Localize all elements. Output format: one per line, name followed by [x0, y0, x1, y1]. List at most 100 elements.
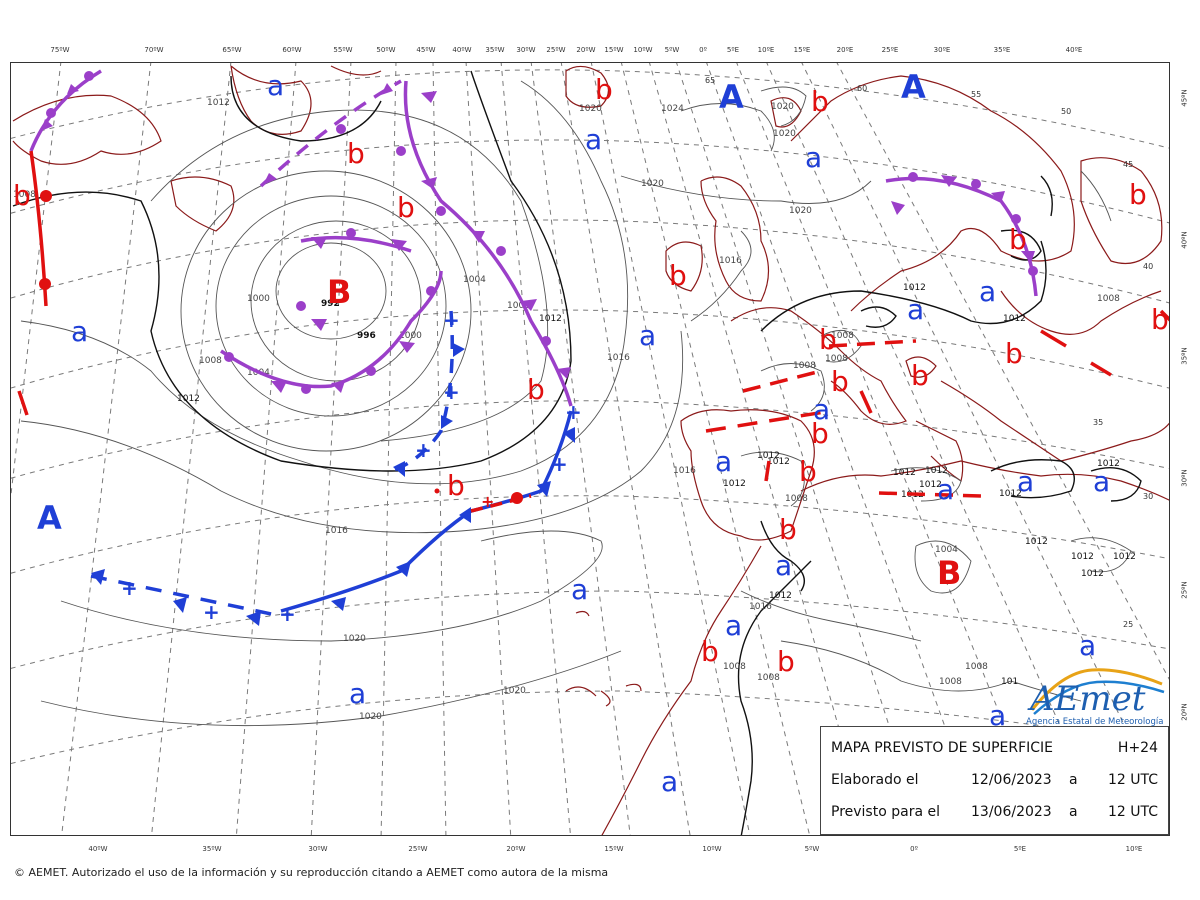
- svg-text:+: +: [481, 492, 494, 511]
- pressure-centers: A A A B B: [37, 68, 961, 592]
- lon-label: 10ºE: [1125, 845, 1143, 853]
- lon-label: 70ºW: [144, 46, 164, 54]
- coastlines: [12, 65, 1169, 835]
- relative-low: b: [669, 259, 687, 292]
- relative-low: b: [811, 417, 829, 450]
- isobar-label: 1008: [965, 662, 988, 672]
- cold-fronts: [90, 310, 573, 618]
- isobar-label: 1012: [177, 394, 200, 404]
- relative-high: a: [639, 319, 656, 352]
- valid-time: 12 UTC: [1107, 804, 1158, 820]
- issued-time: 12 UTC: [1107, 772, 1158, 788]
- lon-label: 15ºW: [604, 46, 624, 54]
- isobar-label: 1012: [893, 468, 916, 478]
- relative-high: a: [775, 549, 792, 582]
- relative-low: b: [799, 455, 817, 488]
- lon-label: 20ºW: [576, 46, 596, 54]
- isobar-label: 1016: [749, 602, 772, 612]
- lat-label: 30ºN: [1180, 469, 1189, 487]
- isobar-label: 1012: [723, 479, 746, 489]
- isobar-label: 1020: [503, 686, 526, 696]
- isobar-label: 1020: [773, 129, 796, 139]
- lon-label: 40ºW: [88, 845, 108, 853]
- isobar-label: 1012: [1025, 537, 1048, 547]
- relative-low: b: [779, 513, 797, 546]
- lon-label: 10ºW: [702, 845, 722, 853]
- relative-high: a: [1017, 465, 1034, 498]
- isobar-label: 1008: [831, 331, 854, 341]
- lon-label: 30ºW: [308, 845, 328, 853]
- grid-value-label: 60: [857, 84, 867, 93]
- high-center: A: [719, 78, 744, 116]
- relative-low: b: [1129, 178, 1147, 211]
- valid-date: 13/06/2023: [971, 804, 1052, 820]
- lon-label: 10ºE: [757, 46, 775, 54]
- isobar-label: 1012: [903, 283, 926, 293]
- isobar-label: 1008: [723, 662, 746, 672]
- isobars-1012: [12, 70, 1142, 835]
- lon-label: 45ºW: [416, 46, 436, 54]
- relative-low: b: [13, 179, 31, 212]
- isobar-label: 1020: [343, 634, 366, 644]
- relative-high: a: [71, 315, 88, 348]
- relative-low: b: [701, 635, 719, 668]
- lon-label: 20ºE: [836, 46, 854, 54]
- isobar-label: 1024: [661, 104, 684, 114]
- relative-high: a: [661, 765, 678, 798]
- lon-label: 25ºE: [881, 46, 899, 54]
- lat-label: 45ºN: [1180, 89, 1189, 107]
- lon-label: 30ºW: [516, 46, 536, 54]
- weather-map: 1012 992 996 1000 1000 1004 1004 1008 10…: [11, 63, 1169, 835]
- lon-label: 55ºW: [333, 46, 353, 54]
- relative-low: b: [777, 645, 795, 678]
- isobar-label: 1016: [673, 466, 696, 476]
- valid-at: a: [1069, 804, 1078, 820]
- isobar-label: 1012: [1081, 569, 1104, 579]
- svg-text:+: +: [565, 400, 582, 424]
- isobar-label: 1020: [359, 712, 382, 722]
- relative-highs: a a a a a a a a a a a a a a a a a a a: [71, 69, 1110, 798]
- relative-high: a: [571, 573, 588, 606]
- forecast-info-box: MAPA PREVISTO DE SUPERFICIE H+24 Elabora…: [820, 726, 1169, 835]
- isobar-label: 1012: [1097, 459, 1120, 469]
- relative-high: a: [267, 69, 284, 102]
- relative-low: b: [447, 469, 465, 502]
- relative-high: a: [725, 609, 742, 642]
- relative-low: b: [1005, 337, 1023, 370]
- grid-value-label: 35: [1093, 418, 1103, 427]
- isobar-label: 1012: [1003, 314, 1026, 324]
- occluded-front-symbols: [41, 71, 1038, 394]
- lat-label: 40ºN: [1180, 231, 1189, 249]
- isobar-label: 1016: [325, 526, 348, 536]
- lon-label: 0º: [910, 845, 918, 853]
- high-center: A: [37, 499, 62, 537]
- grid-value-label: 50: [1061, 107, 1071, 116]
- lon-label: 40ºE: [1065, 46, 1083, 54]
- relative-high: a: [1093, 465, 1110, 498]
- isobar-label: 1012: [919, 480, 942, 490]
- lon-label: 35ºW: [202, 845, 222, 853]
- grid-value-label: 45: [1123, 160, 1133, 169]
- svg-text:+: +: [443, 308, 460, 332]
- lon-label: 35ºE: [993, 46, 1011, 54]
- low-center: B: [937, 554, 961, 592]
- low-center: B: [327, 273, 351, 311]
- isobar-label: 1016: [719, 256, 742, 266]
- relative-high: a: [1079, 629, 1096, 662]
- copyright-notice: © AEMET. Autorizado el uso de la informa…: [14, 866, 609, 879]
- lon-label: 30ºE: [933, 46, 951, 54]
- map-frame: 1012 992 996 1000 1000 1004 1004 1008 10…: [10, 62, 1170, 836]
- lon-label: 20ºW: [506, 845, 526, 853]
- relative-high: a: [805, 141, 822, 174]
- isobar-label: 1008: [507, 301, 530, 311]
- grid-value-labels: 65 60 55 50 45 40 35 30 25: [705, 76, 1153, 629]
- svg-text:+: +: [415, 438, 432, 462]
- isobar-label: 1020: [789, 206, 812, 216]
- svg-text:+: +: [203, 600, 220, 624]
- high-center: A: [901, 68, 926, 106]
- isobar-label: 101: [1001, 677, 1018, 687]
- isobar-label: 1012: [1113, 552, 1136, 562]
- issued-date: 12/06/2023: [971, 772, 1052, 788]
- isobar-label: 1012: [757, 451, 780, 461]
- isobar-label: 1012: [207, 98, 230, 108]
